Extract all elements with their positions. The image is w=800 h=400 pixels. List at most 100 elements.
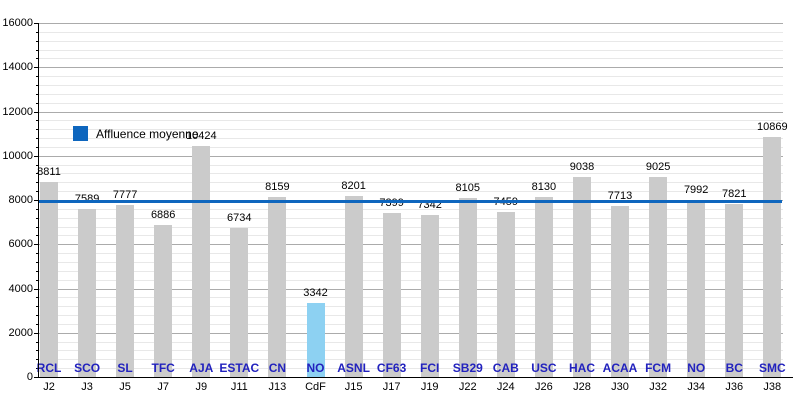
value-label-FCM-J32: 9025 <box>645 161 671 174</box>
team-label-ASNL-J15: ASNL <box>337 361 370 375</box>
y-tick-8000 <box>34 200 39 201</box>
y-tick-13200 <box>36 84 39 86</box>
grid-minor-3600 <box>39 297 783 299</box>
y-tick-400 <box>36 368 39 370</box>
y-tick-1200 <box>36 350 39 352</box>
legend-swatch-icon <box>73 126 88 141</box>
grid-major-16000 <box>39 23 783 24</box>
grid-minor-400 <box>39 368 783 370</box>
y-tick-12800 <box>36 93 39 95</box>
team-label-FCM-J32: FCM <box>645 361 672 375</box>
y-axis-line <box>38 23 39 377</box>
bar-CAB-J24 <box>496 212 515 377</box>
grid-minor-6800 <box>39 226 783 228</box>
y-tick-5200 <box>36 261 39 263</box>
value-label-SMC-J38: 10869 <box>757 120 788 133</box>
team-label-CAB-J24: CAB <box>492 361 519 375</box>
team-label-SCO-J3: SCO <box>74 361 101 375</box>
grid-minor-8400 <box>39 191 783 193</box>
bar-ASNL-J15 <box>344 195 363 377</box>
value-label-USC-J26: 8130 <box>531 181 557 194</box>
value-label-AJA-J9: 10424 <box>186 130 217 143</box>
team-label-SL-J5: SL <box>117 361 133 375</box>
y-tick-7600 <box>36 208 39 210</box>
y-tick-10000 <box>34 155 39 157</box>
value-label-NO-CdF: 3342 <box>303 287 328 300</box>
y-tick-13600 <box>36 76 39 78</box>
y-tick-4400 <box>36 279 39 281</box>
value-label-ACAA-J30: 7713 <box>607 190 633 203</box>
y-tick-0 <box>34 377 39 378</box>
team-label-AJA-J9: AJA <box>189 361 214 375</box>
grid-minor-2800 <box>39 315 783 317</box>
y-tick-9600 <box>36 164 39 166</box>
grid-minor-14400 <box>39 58 783 60</box>
bar-HAC-J28 <box>573 177 591 377</box>
y-tick-4000 <box>34 288 39 290</box>
bar-TFC-J7 <box>154 224 173 377</box>
y-tick-9200 <box>36 173 39 175</box>
team-label-TFC-J7: TFC <box>151 361 175 375</box>
grid-minor-9200 <box>39 173 783 175</box>
y-axis-label-0: 0 <box>26 371 33 383</box>
grid-minor-10800 <box>39 138 783 140</box>
value-label-ASNL-J15: 8201 <box>341 179 366 192</box>
grid-minor-4800 <box>39 270 783 272</box>
grid-minor-13600 <box>39 76 783 78</box>
day-label-J5: J5 <box>119 381 131 393</box>
y-tick-5600 <box>36 253 39 255</box>
value-label-SL-J5: 7777 <box>112 188 138 201</box>
value-label-ESTAC-J11: 6734 <box>227 212 252 224</box>
y-tick-8400 <box>36 191 39 193</box>
legend: Affluence moyenne <box>73 126 199 141</box>
y-tick-2000 <box>34 332 39 334</box>
y-tick-7200 <box>36 217 39 219</box>
day-label-J13: J13 <box>268 381 287 393</box>
value-label-NO-J34: 7992 <box>683 184 709 197</box>
y-tick-2800 <box>36 315 39 317</box>
day-label-J19: J19 <box>420 381 439 393</box>
y-axis-label-8000: 8000 <box>8 194 33 206</box>
value-label-RCL-J2: 8811 <box>37 166 61 179</box>
y-tick-14800 <box>36 49 39 51</box>
grid-minor-3200 <box>39 306 783 308</box>
bar-CF63-J17 <box>382 213 401 377</box>
grid-minor-7200 <box>39 217 783 219</box>
y-tick-16000 <box>34 23 39 24</box>
y-tick-6800 <box>36 226 39 228</box>
y-axis-label-6000: 6000 <box>8 238 33 251</box>
grid-minor-13200 <box>39 84 783 86</box>
grid-minor-1200 <box>39 350 783 352</box>
day-label-J24: J24 <box>496 381 515 393</box>
y-axis-label-2000: 2000 <box>8 326 33 339</box>
day-label-J3: J3 <box>81 381 93 393</box>
team-label-ESTAC-J11: ESTAC <box>219 361 260 375</box>
grid-major-10000 <box>39 155 783 157</box>
bar-SMC-J38 <box>763 136 782 377</box>
day-label-J34: J34 <box>687 381 706 393</box>
y-tick-11200 <box>36 129 39 131</box>
bar-NO-CdF <box>306 303 325 377</box>
grid-minor-15600 <box>39 31 783 33</box>
day-label-J9: J9 <box>195 381 208 393</box>
grid-minor-7600 <box>39 208 783 210</box>
grid-major-12000 <box>39 111 783 113</box>
day-label-J28: J28 <box>573 381 591 393</box>
day-label-J26: J26 <box>535 381 553 393</box>
y-tick-15600 <box>36 31 39 33</box>
grid-minor-2400 <box>39 323 783 325</box>
bar-FCM-J32 <box>649 177 668 377</box>
grid-minor-800 <box>39 359 783 361</box>
value-label-TFC-J7: 6886 <box>150 208 176 221</box>
grid-minor-4400 <box>39 279 783 281</box>
team-label-CN-J13: CN <box>268 361 287 375</box>
bar-BC-J36 <box>725 204 744 377</box>
day-label-J17: J17 <box>382 381 401 393</box>
value-label-HAC-J28: 9038 <box>569 161 595 173</box>
grid-minor-6400 <box>39 235 783 237</box>
team-label-NO-CdF: NO <box>306 361 325 375</box>
team-label-FCI-J19: FCI <box>420 361 440 375</box>
bar-SL-J5 <box>116 204 135 377</box>
